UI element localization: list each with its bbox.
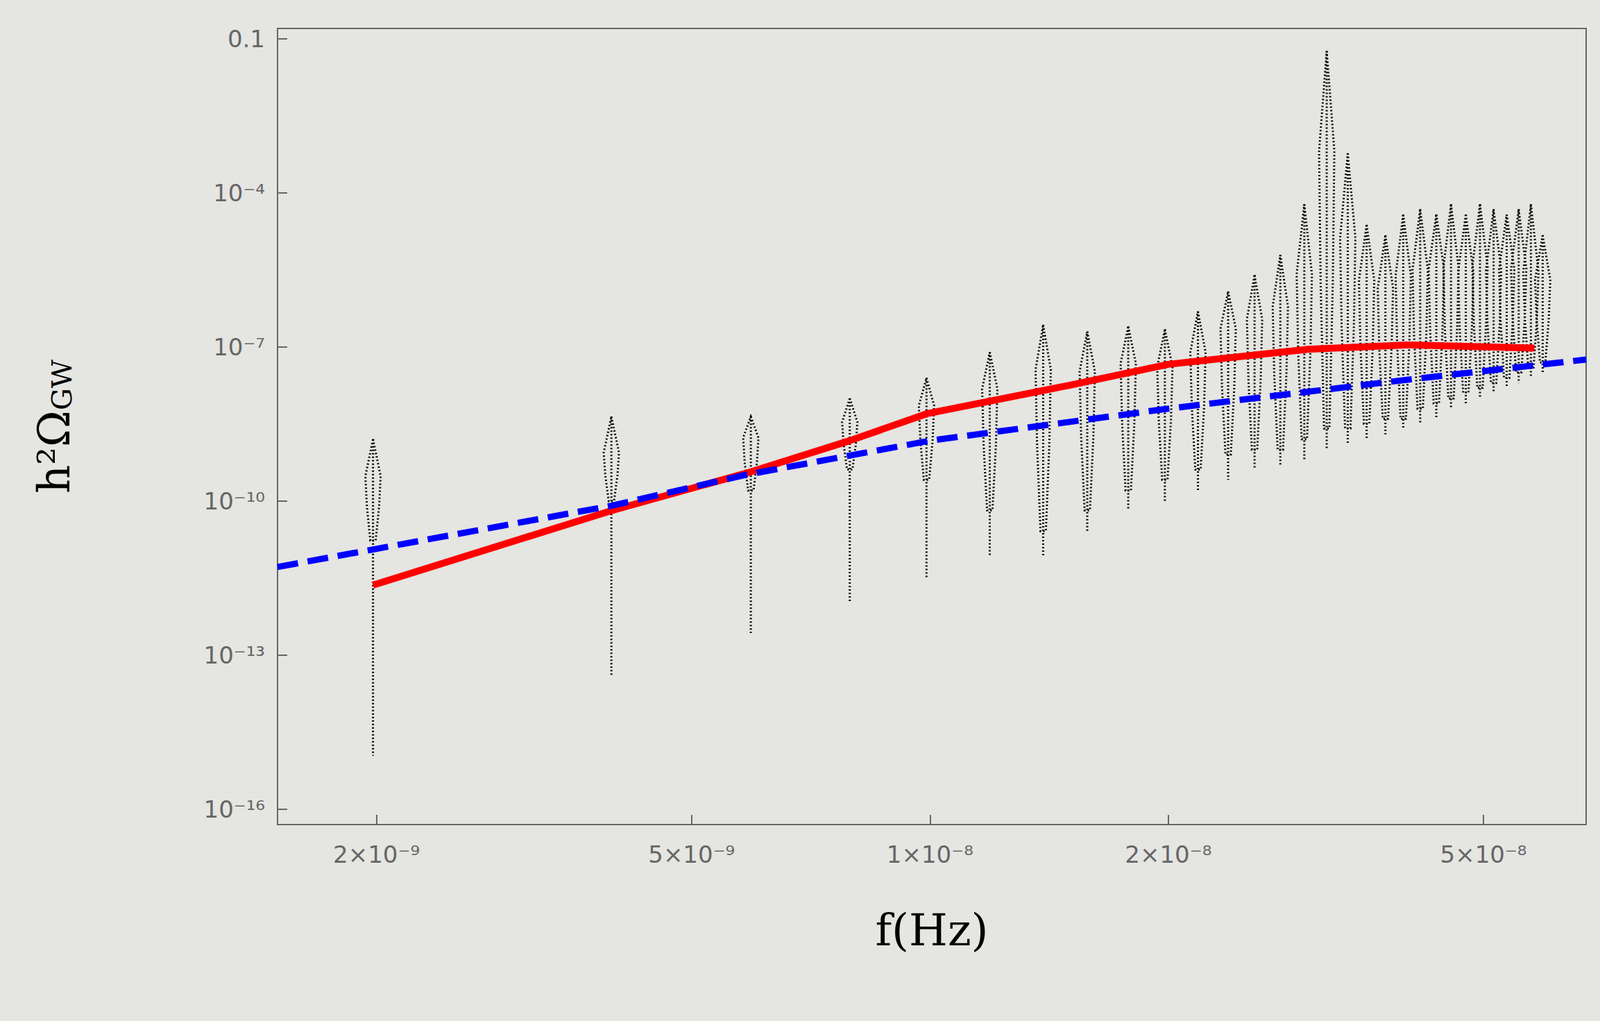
svg-text:2×10⁻⁸: 2×10⁻⁸ [1124, 840, 1212, 868]
svg-text:10⁻¹⁰: 10⁻¹⁰ [203, 487, 266, 515]
svg-text:f(Hz): f(Hz) [874, 904, 989, 956]
svg-text:0.1: 0.1 [227, 24, 266, 53]
svg-text:10⁻¹⁶: 10⁻¹⁶ [203, 795, 266, 823]
svg-text:2×10⁻⁹: 2×10⁻⁹ [333, 840, 420, 868]
svg-text:10⁻⁷: 10⁻⁷ [213, 333, 266, 361]
svg-text:5×10⁻⁸: 5×10⁻⁸ [1440, 840, 1528, 868]
svg-text:10⁻¹³: 10⁻¹³ [203, 641, 266, 669]
svg-text:5×10⁻⁹: 5×10⁻⁹ [648, 840, 735, 868]
svg-text:10⁻⁴: 10⁻⁴ [213, 179, 266, 207]
svg-text:1×10⁻⁸: 1×10⁻⁸ [886, 840, 974, 868]
svg-text:h²Ω: h²Ω [28, 410, 80, 494]
svg-text:GW: GW [45, 359, 78, 411]
